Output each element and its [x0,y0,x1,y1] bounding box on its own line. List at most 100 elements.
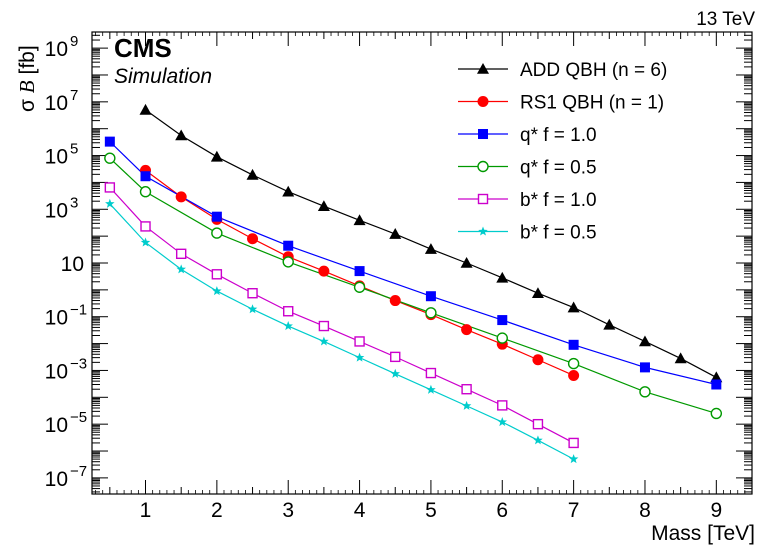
y-tick-label: 10 [45,92,68,115]
data-point [568,369,580,381]
legend: ADD QBH (n = 6) RS1 QBH (n = 1) q* f = 1.0… [458,60,667,244]
series-line [109,141,717,386]
data-point [674,352,687,364]
series-line [109,187,574,444]
y-tick-exponent: −5 [70,409,87,426]
y-tick-exponent: −7 [70,463,87,480]
data-point [567,301,580,313]
data-point [460,257,473,268]
data-point [140,171,151,182]
data-point [176,264,186,274]
data-point [389,228,402,239]
data-point [425,291,436,302]
data-point [210,150,223,162]
x-tick-label: 9 [710,499,722,522]
data-point [426,384,436,394]
simulation-label: Simulation [114,65,212,88]
data-point [639,386,651,398]
data-point [354,352,365,362]
y-tick-label: 10 [45,360,68,383]
cms-label: CMS [114,33,172,63]
data-point [175,129,188,141]
data-point [246,168,259,180]
series-line [109,157,717,415]
data-point [638,335,651,347]
data-point [425,307,437,319]
y-axis-b: B [15,80,39,93]
data-point [568,339,579,350]
data-point [139,103,152,115]
x-tick-label: 5 [425,499,437,522]
data-point [478,129,488,139]
data-point [175,248,187,260]
x-tick-label: 6 [496,499,508,522]
data-point [140,221,151,232]
data-point [317,200,330,212]
data-point [390,368,400,378]
y-tick-exponent: 7 [70,87,78,104]
data-point [354,336,365,347]
data-point [568,454,579,464]
data-point [282,185,295,197]
energy-label: 13 TeV [696,9,755,30]
y-tick-exponent: −3 [70,355,87,372]
data-point [247,288,258,299]
data-point [139,186,152,198]
data-point [318,265,330,277]
y-tick-exponent: 5 [70,141,78,158]
legend-label: b* f = 1.0 [520,190,597,211]
data-point [104,136,115,147]
data-point [389,295,401,307]
legend-label: q* f = 0.5 [520,158,597,179]
data-point [319,336,329,346]
legend-label: RS1 QBH (n = 1) [520,93,664,114]
data-point [140,237,151,247]
data-point [477,63,489,74]
data-point [532,418,544,430]
data-point [353,214,366,226]
x-tick-label: 1 [140,499,152,522]
y-tick-label: 10 [45,414,68,437]
data-point [104,152,116,164]
y-axis-title: σ B [fb] [15,45,39,112]
y-tick-label: 10 [45,468,68,491]
data-point [497,315,508,326]
y-tick-label: 10 [45,307,68,330]
data-point [283,321,293,331]
data-point [247,304,258,314]
data-point [568,437,579,449]
data-point [424,243,437,254]
data-point [282,256,294,268]
y-tick-exponent: −1 [70,302,87,319]
data-point [496,332,508,344]
data-point [639,362,650,373]
data-point [532,354,544,366]
data-point [283,240,294,251]
data-point [212,286,222,296]
data-point [211,227,223,239]
data-point [283,306,294,317]
data-point [461,384,472,395]
y-tick-label: 10 [45,199,68,222]
data-point [353,281,366,293]
data-point [497,400,508,411]
data-point [477,193,489,205]
x-axis-title: Mass [TeV] [651,522,755,545]
data-point [711,379,722,390]
x-tick-label: 7 [568,499,580,522]
legend-label: ADD QBH (n = 6) [520,60,667,81]
data-point [211,269,223,280]
data-point [710,407,723,420]
x-tick-label: 2 [211,499,223,522]
y-axis-sigma: σ [16,99,39,112]
data-point [497,417,508,427]
data-point [211,211,222,222]
data-point [318,320,330,332]
data-point [461,324,473,336]
x-tick-label: 3 [282,499,294,522]
y-tick-exponent: 9 [70,33,78,50]
y-tick-label: 10 [45,146,68,169]
legend-label: b* f = 0.5 [520,223,597,244]
data-point [104,182,116,193]
